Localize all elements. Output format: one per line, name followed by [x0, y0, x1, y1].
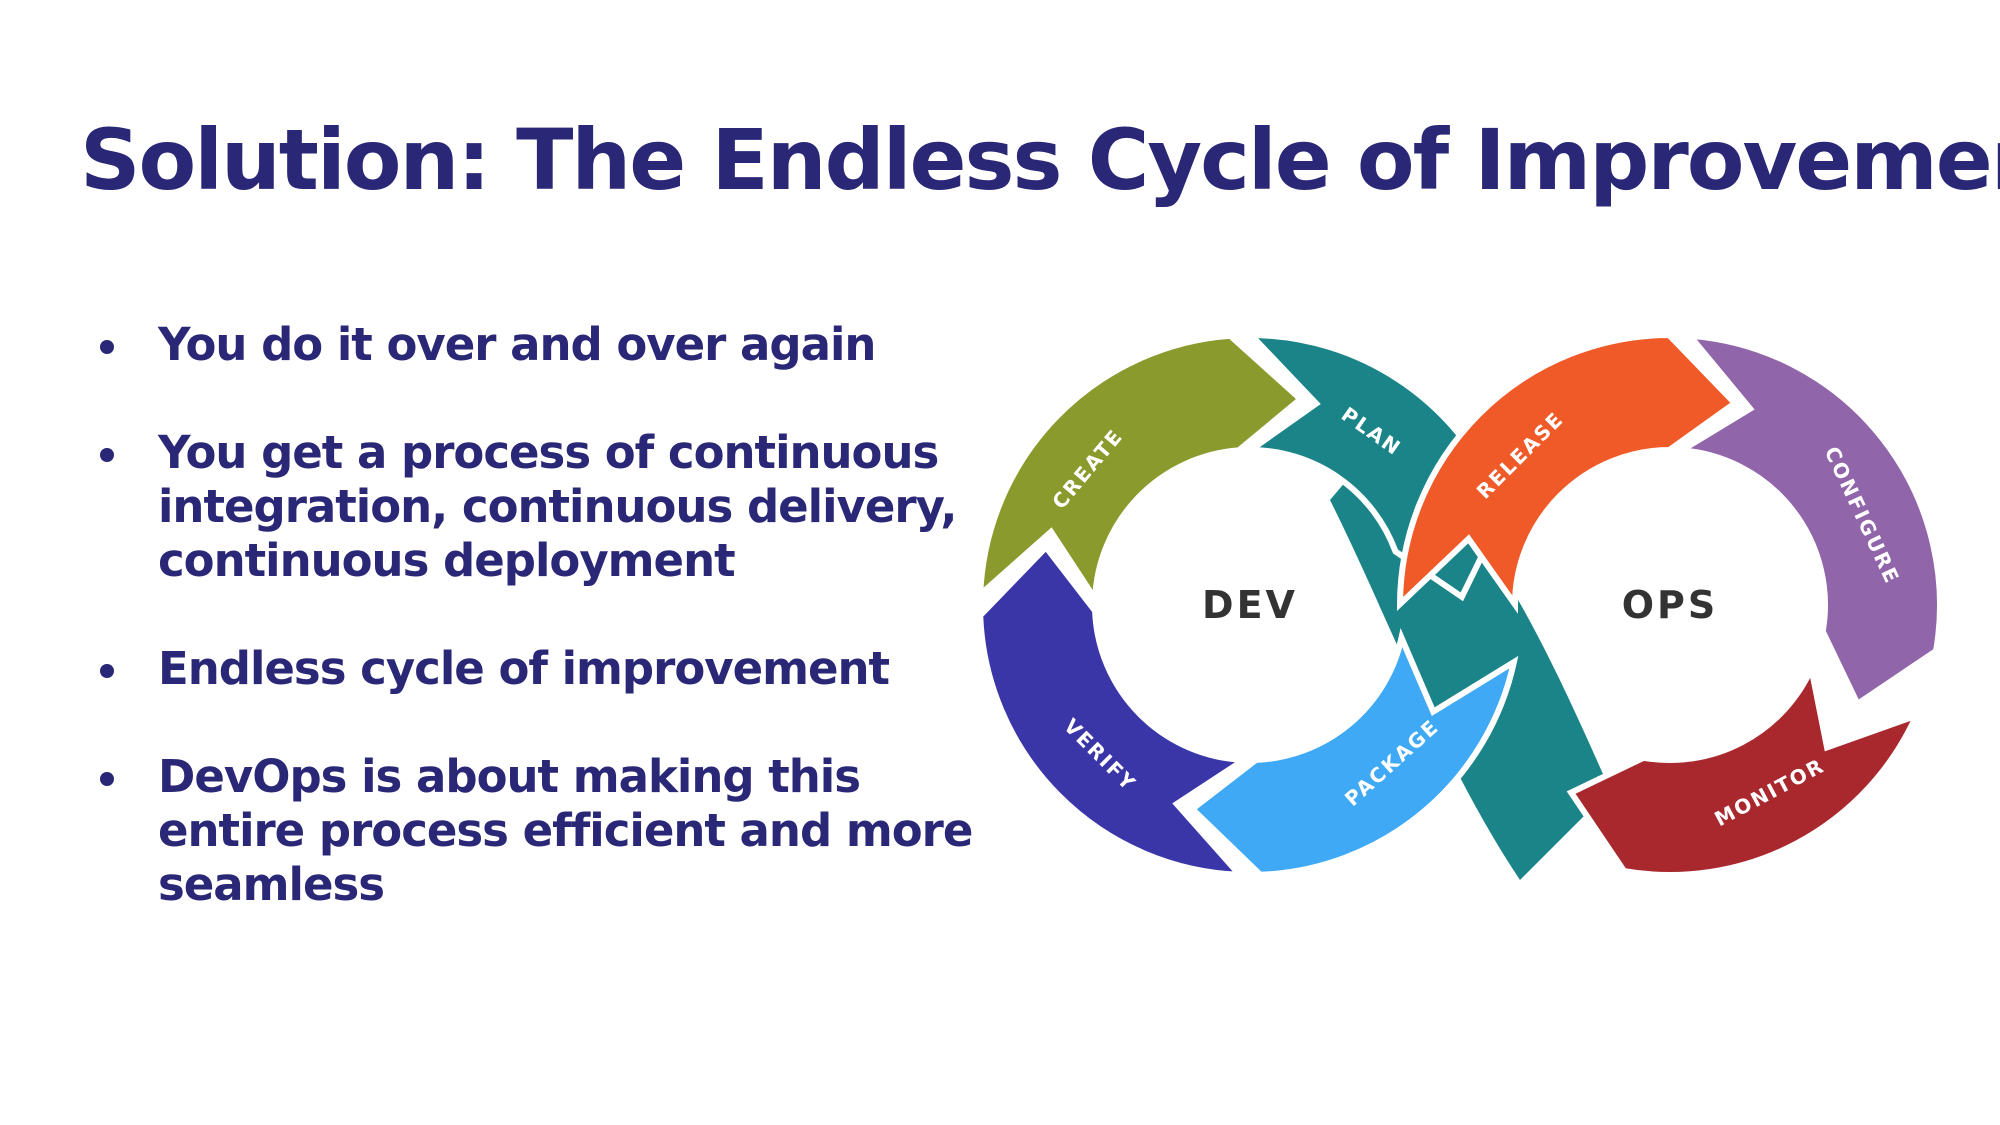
- bullet-text: seamless: [158, 858, 385, 911]
- stage-segment-monitor: [1566, 658, 1922, 878]
- bullet-dot-icon: [100, 340, 114, 354]
- bullet-item: You do it over and over again: [96, 318, 1016, 372]
- bullet-item: You get a process of continuous integrat…: [96, 426, 1016, 588]
- bullet-dot-icon: [100, 772, 114, 786]
- bullet-list: You do it over and over again You get a …: [96, 318, 1016, 912]
- stage-segment-package: [1187, 627, 1519, 878]
- devops-infinity-diagram: CREATE PLAN PACKAGE VERIFY RELEASE CONFIGURE M…: [960, 320, 1960, 900]
- stage-segment-release: [1396, 331, 1740, 614]
- slide-title: Solution: The Endless Cycle of Improveme…: [80, 111, 2000, 209]
- bullet-item: Endless cycle of improvement: [96, 642, 1016, 696]
- stage-segment-create: [976, 332, 1306, 609]
- hub-label-ops: OPS: [1622, 583, 1719, 627]
- bullet-text: integration, continuous delivery,: [158, 480, 958, 533]
- bullet-dot-icon: [100, 664, 114, 678]
- bullet-text: You get a process of continuous: [158, 426, 939, 479]
- bullet-text: You do it over and over again: [158, 318, 876, 371]
- bullet-text: DevOps is about making this: [158, 750, 861, 803]
- bullet-item: DevOps is about making this entire proce…: [96, 750, 1016, 912]
- bullet-text: continuous deployment: [158, 534, 736, 587]
- bullet-text: Endless cycle of improvement: [158, 642, 890, 695]
- bullet-dot-icon: [100, 448, 114, 462]
- stage-segment-configure: [1671, 332, 1943, 709]
- stage-segment-verify: [977, 542, 1254, 879]
- hub-label-dev: DEV: [1202, 583, 1298, 627]
- bullet-text: entire process efficient and more: [158, 804, 973, 857]
